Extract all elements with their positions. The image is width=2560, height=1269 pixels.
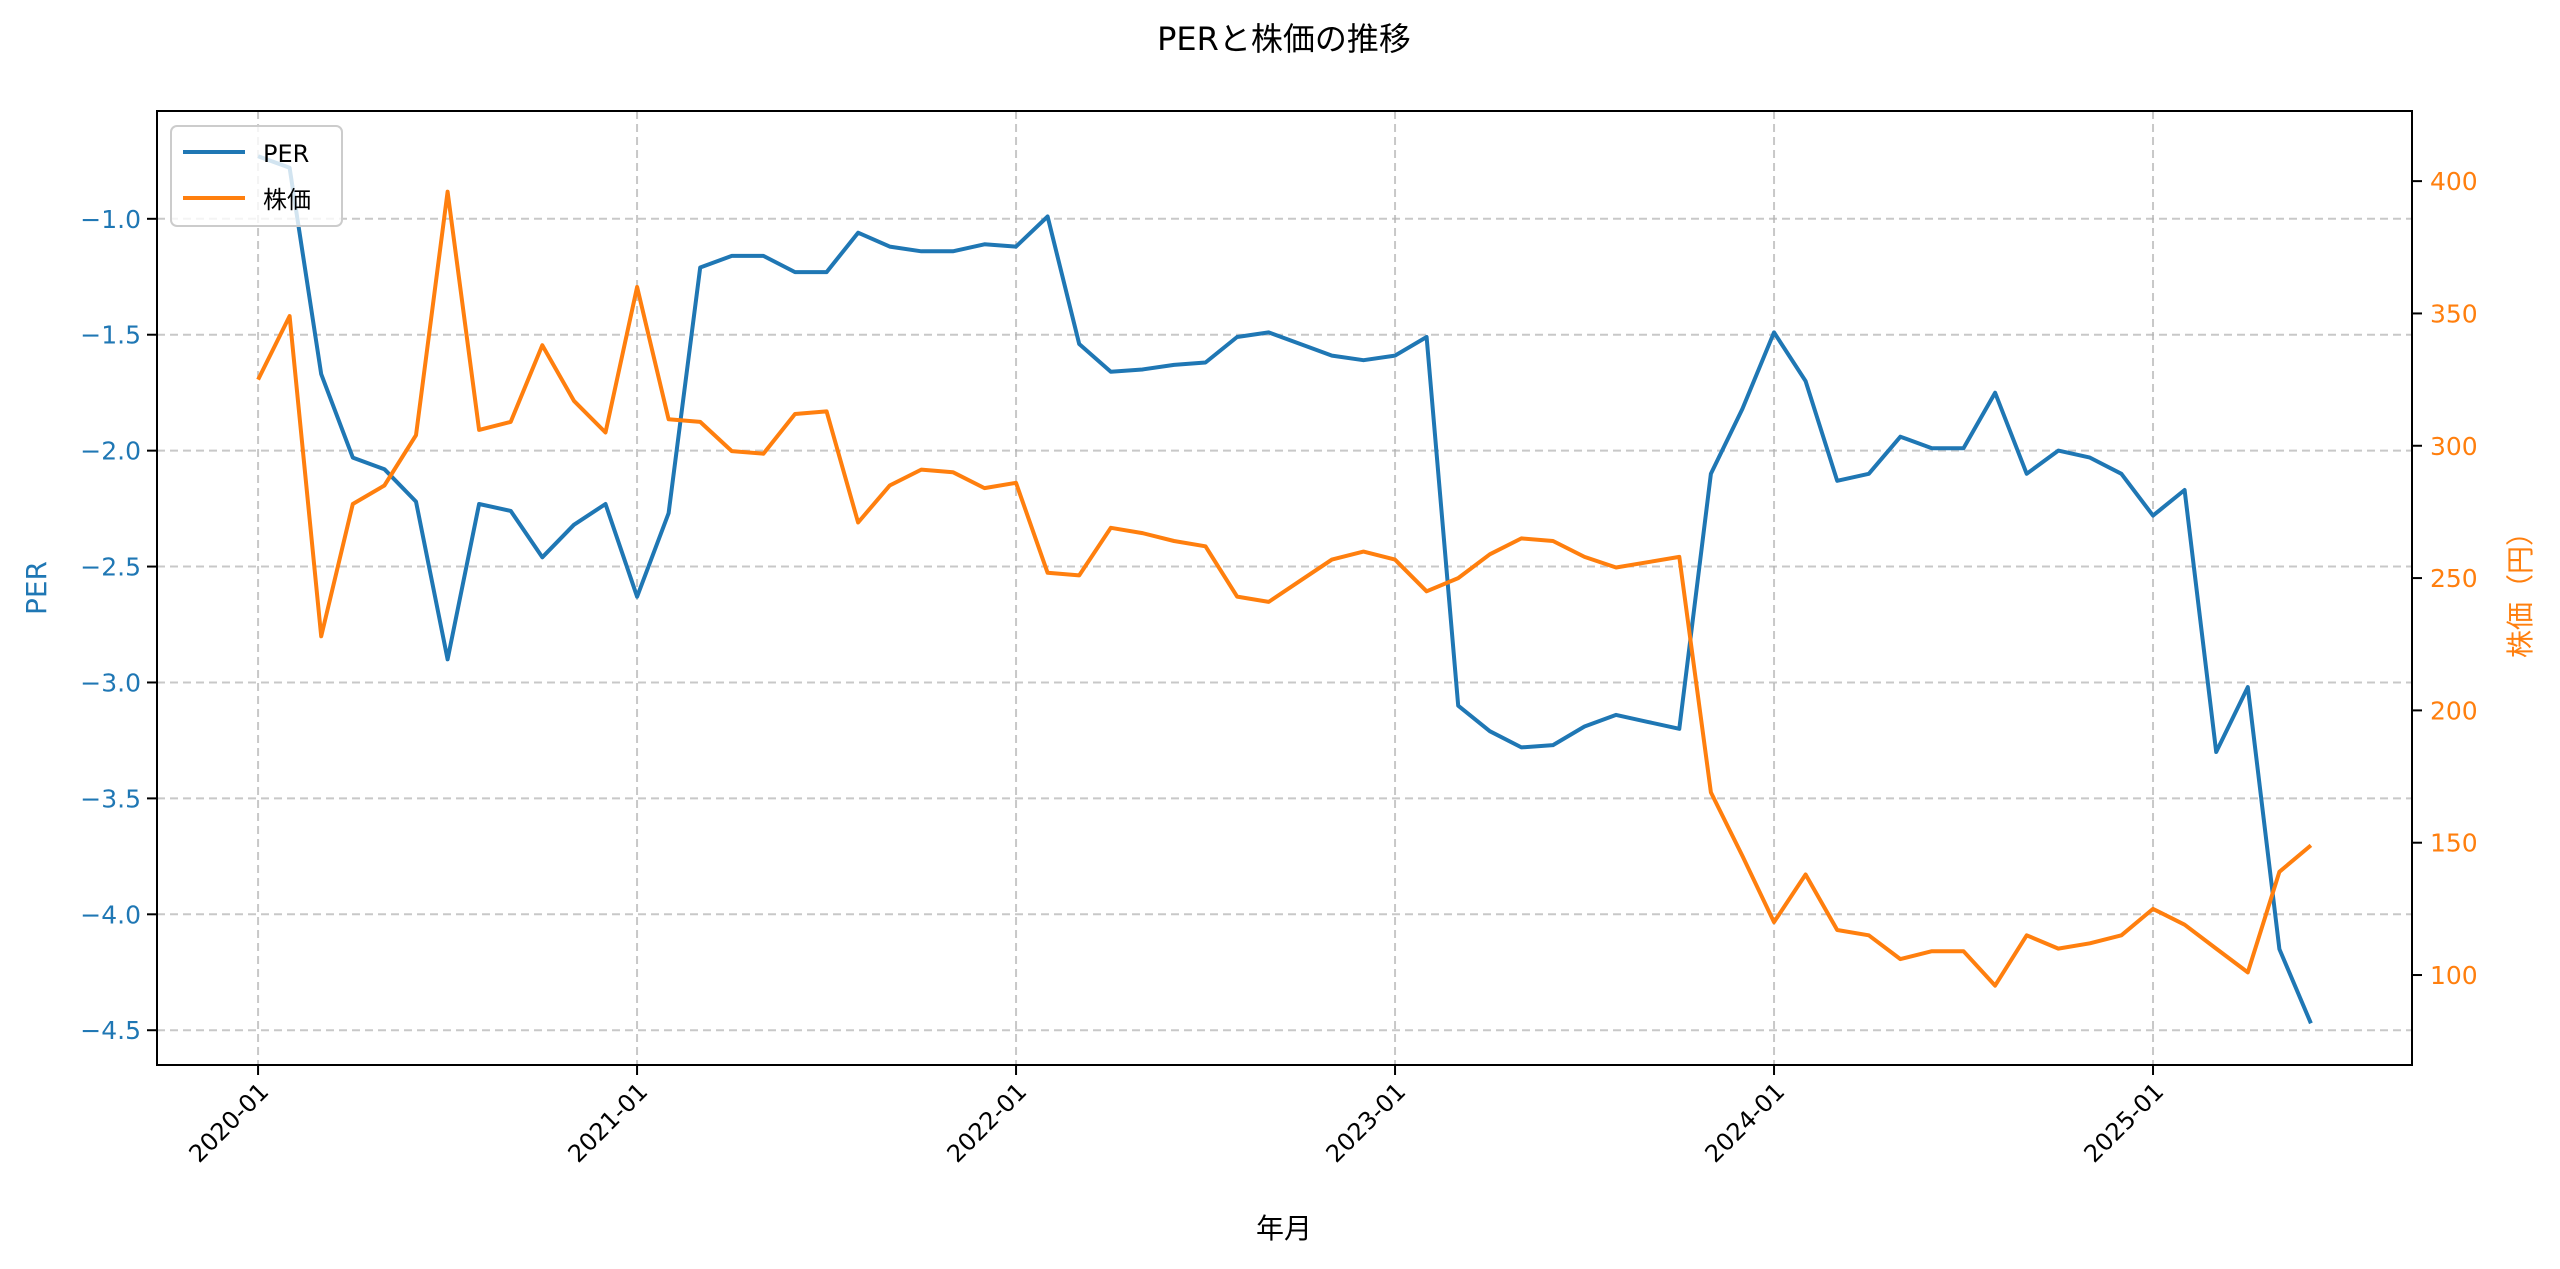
right-y-tick-label: 350	[2430, 299, 2478, 328]
right-y-tick-label: 250	[2430, 564, 2478, 593]
x-tick-label: 2020-01	[184, 1077, 275, 1168]
series-line-per	[257, 154, 2313, 1025]
chart-title: PERと株価の推移	[1157, 20, 1411, 58]
x-axis: 2020-01 2021-01 2022-01 2023-01 2024-01 2025-…	[184, 1065, 2170, 1168]
x-tick-label: 2025-01	[2079, 1077, 2170, 1168]
right-y-tick-label: 300	[2430, 432, 2478, 461]
x-tick-label: 2023-01	[1321, 1077, 1412, 1168]
left-y-tick-label: −1.5	[80, 321, 141, 350]
x-tick-label: 2024-01	[1700, 1077, 1791, 1168]
x-axis-label: 年月	[1256, 1212, 1312, 1245]
right-y-axis: 100 150 200 250 300 350 400	[2412, 167, 2478, 990]
legend-box	[170, 125, 343, 227]
left-y-tick-label: −3.5	[80, 784, 141, 813]
left-y-axis: −1.0 −1.5 −2.0 −2.5 −3.0 −3.5 −4.0 −4.5	[80, 205, 157, 1045]
legend-label-price: 株価	[263, 186, 311, 214]
x-tick-label: 2022-01	[942, 1077, 1033, 1168]
left-y-tick-label: −4.5	[80, 1016, 141, 1045]
left-y-tick-label: −3.0	[80, 668, 141, 697]
grid	[157, 111, 2412, 1065]
left-y-tick-label: −2.5	[80, 553, 141, 582]
series-line-stock-price	[256, 189, 2313, 988]
left-y-tick-label: −2.0	[80, 437, 141, 466]
right-y-axis-label: 株価（円）	[2504, 518, 2537, 658]
left-y-tick-label: −4.0	[80, 900, 141, 929]
left-y-axis-label: PER	[20, 561, 53, 615]
right-y-tick-label: 150	[2430, 829, 2478, 858]
right-y-tick-label: 200	[2430, 696, 2478, 725]
right-y-tick-label: 100	[2430, 961, 2478, 990]
right-y-tick-label: 400	[2430, 167, 2478, 196]
legend-label-per: PER	[263, 140, 309, 168]
x-tick-label: 2021-01	[563, 1077, 654, 1168]
series-lines	[256, 154, 2313, 1025]
left-y-tick-label: −1.0	[80, 205, 141, 234]
legend: PER 株価	[170, 125, 343, 227]
plot-frame	[156, 110, 2413, 1066]
